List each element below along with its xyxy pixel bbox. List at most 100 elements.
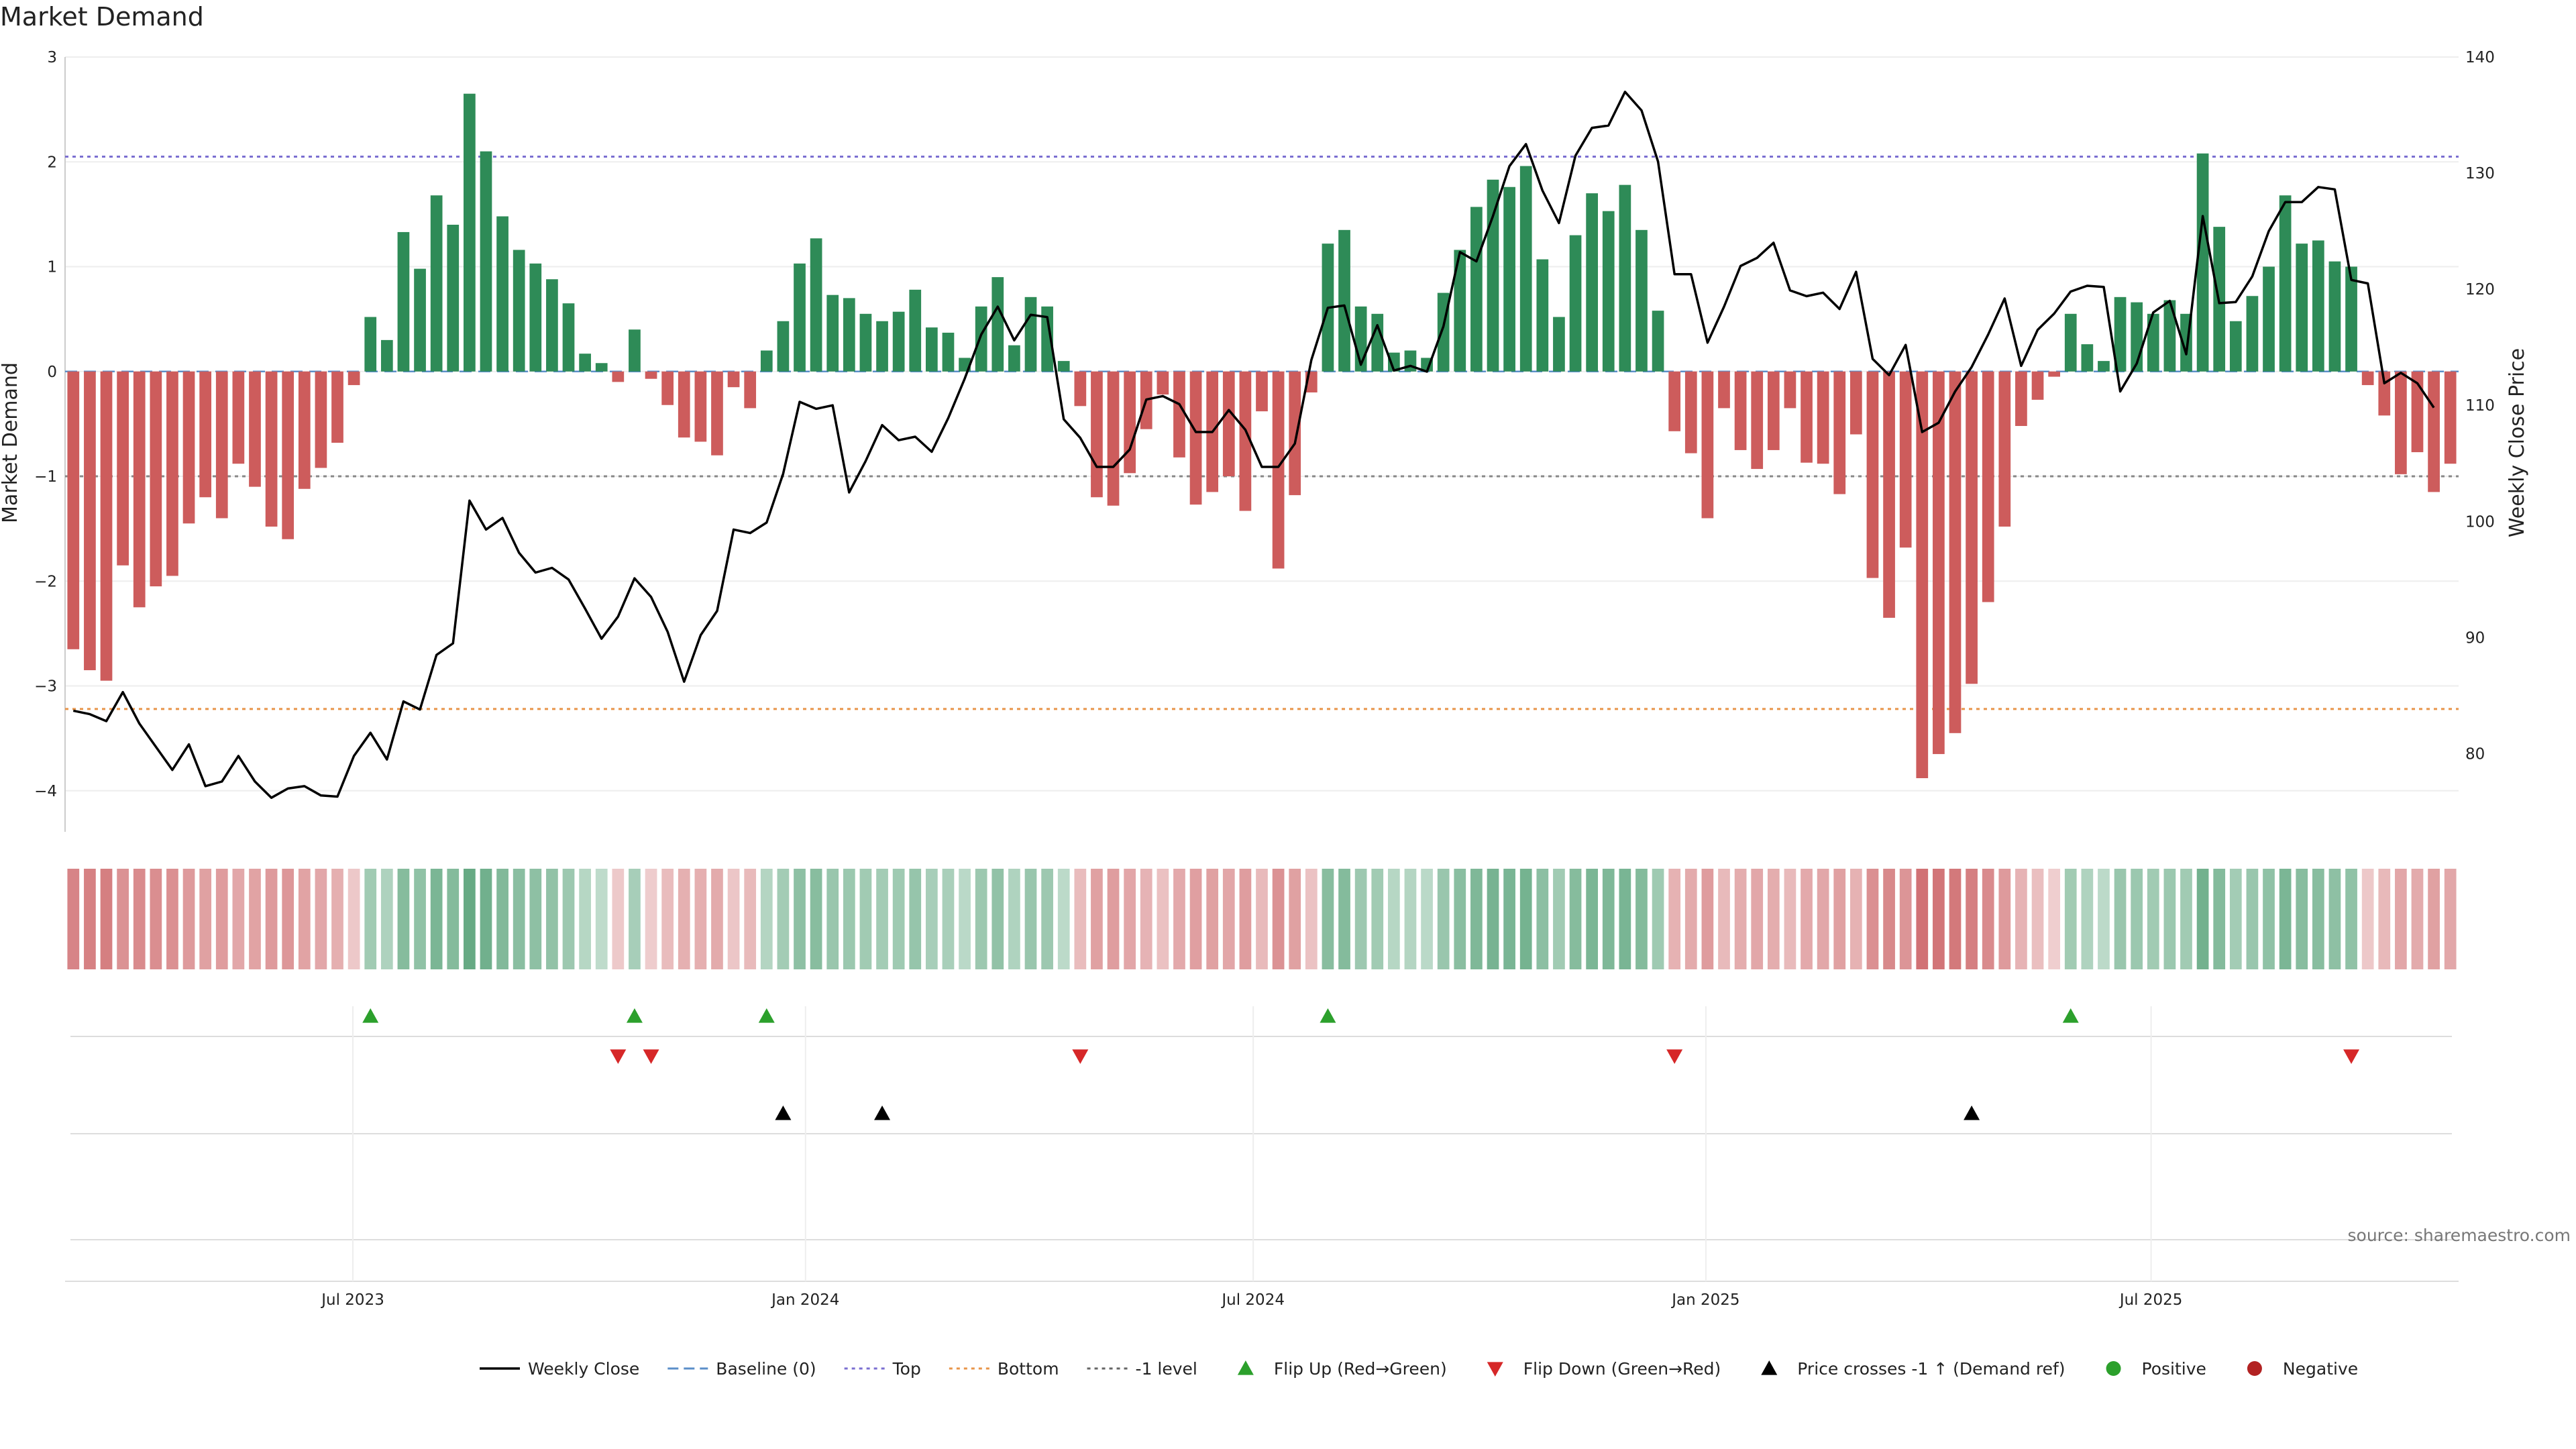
legend-item-7: Price crosses -1 ↑ (Demand ref) [1761, 1359, 2065, 1379]
demand-bar-108 [1849, 371, 1862, 435]
heat-cell-109 [1866, 869, 1879, 969]
weekly-close-series [72, 91, 2435, 799]
legend: Weekly Close Baseline (0) Top Bottom -1 leve… [480, 1359, 2358, 1379]
legend-item-1: Baseline (0) [667, 1359, 816, 1379]
demand-bar-52 [926, 327, 938, 372]
demand-bar-85 [1470, 207, 1483, 372]
heat-cell-131 [2229, 869, 2242, 969]
demand-bar-25 [480, 151, 492, 372]
heat-cell-133 [2263, 869, 2275, 969]
heat-cell-82 [1421, 869, 1433, 969]
demand-bar-22 [430, 195, 443, 372]
demand-bar-53 [942, 332, 955, 372]
price-cross-marker-1 [874, 1106, 891, 1120]
x-tick-label-1: Jan 2024 [770, 1291, 839, 1309]
demand-bar-90 [1553, 317, 1565, 372]
demand-bar-80 [1387, 352, 1400, 372]
heat-cell-19 [380, 869, 393, 969]
heat-cell-103 [1767, 869, 1780, 969]
heat-cell-64 [1124, 869, 1136, 969]
heat-cell-112 [1916, 869, 1929, 969]
legend-label-7: Price crosses -1 ↑ (Demand ref) [1797, 1359, 2065, 1379]
legend-swatch-6 [1487, 1362, 1503, 1377]
demand-bar-117 [1998, 371, 2011, 527]
demand-bar-18 [364, 317, 377, 372]
heat-cell-132 [2246, 869, 2259, 969]
heat-cell-33 [612, 869, 625, 969]
demand-bar-141 [2395, 371, 2407, 474]
heat-cell-31 [579, 869, 591, 969]
y-axis-ticks: 3 2 1 0 −1 −2 −3 −4 140 130 120 110 100 90 80 [34, 49, 2495, 800]
heat-cell-35 [645, 869, 657, 969]
heat-cell-62 [1091, 869, 1103, 969]
demand-bar-49 [876, 321, 888, 372]
heat-cell-13 [282, 869, 294, 969]
heat-cell-22 [430, 869, 443, 969]
demand-bar-16 [331, 371, 343, 443]
heat-cell-57 [1008, 869, 1020, 969]
x-axis-ticks: Jul 2023 Jan 2024 Jul 2024 Jan 2025 Jul 2025 [320, 1006, 2182, 1309]
heat-cell-110 [1883, 869, 1895, 969]
y-right-tick-label-2: 120 [2465, 281, 2495, 299]
demand-bar-119 [2031, 371, 2044, 400]
heat-cell-41 [744, 869, 757, 969]
heat-cell-49 [876, 869, 888, 969]
heat-cell-77 [1338, 869, 1350, 969]
demand-bar-21 [414, 268, 426, 372]
demand-bar-126 [2147, 313, 2159, 372]
demand-bar-10 [232, 371, 245, 464]
legend-item-6: Flip Down (Green→Red) [1487, 1359, 1721, 1379]
demand-bar-144 [2444, 371, 2457, 464]
heat-cell-75 [1305, 869, 1318, 969]
heat-cell-81 [1404, 869, 1417, 969]
heat-cell-89 [1536, 869, 1549, 969]
heat-cell-50 [892, 869, 905, 969]
legend-label-2: Top [892, 1359, 921, 1379]
demand-bar-106 [1817, 371, 1829, 464]
demand-bar-31 [579, 354, 591, 372]
demand-bar-3 [117, 371, 129, 566]
legend-swatch-5 [1237, 1360, 1254, 1375]
demand-bar-98 [1684, 371, 1697, 453]
demand-bar-61 [1074, 371, 1087, 407]
demand-bar-111 [1899, 371, 1912, 548]
heat-cell-66 [1157, 869, 1169, 969]
y-left-tick-label-4: −1 [34, 468, 57, 486]
demand-bar-32 [595, 363, 608, 372]
price-cross-marker-0 [775, 1106, 792, 1120]
legend-label-1: Baseline (0) [716, 1359, 816, 1379]
flip-down-marker-0 [610, 1049, 627, 1064]
demand-bar-29 [546, 279, 558, 372]
heat-cell-14 [298, 869, 311, 969]
legend-label-9: Negative [2283, 1359, 2358, 1379]
legend-swatch-8 [2106, 1361, 2121, 1376]
heat-cell-104 [1784, 869, 1796, 969]
flip-up-marker-4 [2062, 1008, 2079, 1023]
heat-cell-69 [1206, 869, 1219, 969]
demand-bar-136 [2312, 240, 2324, 372]
demand-bar-0 [67, 371, 80, 649]
demand-bar-4 [133, 371, 146, 608]
demand-bar-112 [1916, 371, 1929, 778]
heat-cell-26 [496, 869, 508, 969]
demand-bar-46 [826, 294, 839, 372]
heat-cell-128 [2180, 869, 2192, 969]
y-right-tick-label-4: 100 [2465, 513, 2495, 531]
demand-bar-109 [1866, 371, 1879, 578]
demand-bar-9 [215, 371, 228, 519]
heat-cell-43 [777, 869, 790, 969]
demand-bar-37 [678, 371, 690, 438]
heat-cell-84 [1454, 869, 1466, 969]
gridlines [64, 56, 2459, 832]
heat-cell-12 [265, 869, 278, 969]
heat-cell-129 [2196, 869, 2209, 969]
legend-item-5: Flip Up (Red→Green) [1237, 1359, 1447, 1379]
demand-bar-79 [1371, 313, 1384, 372]
demand-bar-99 [1701, 371, 1714, 519]
heat-cell-70 [1222, 869, 1235, 969]
heat-cell-60 [1057, 869, 1070, 969]
legend-swatch-7 [1761, 1360, 1778, 1375]
legend-label-0: Weekly Close [528, 1359, 639, 1379]
demand-bar-96 [1652, 311, 1664, 372]
heat-cell-106 [1817, 869, 1829, 969]
